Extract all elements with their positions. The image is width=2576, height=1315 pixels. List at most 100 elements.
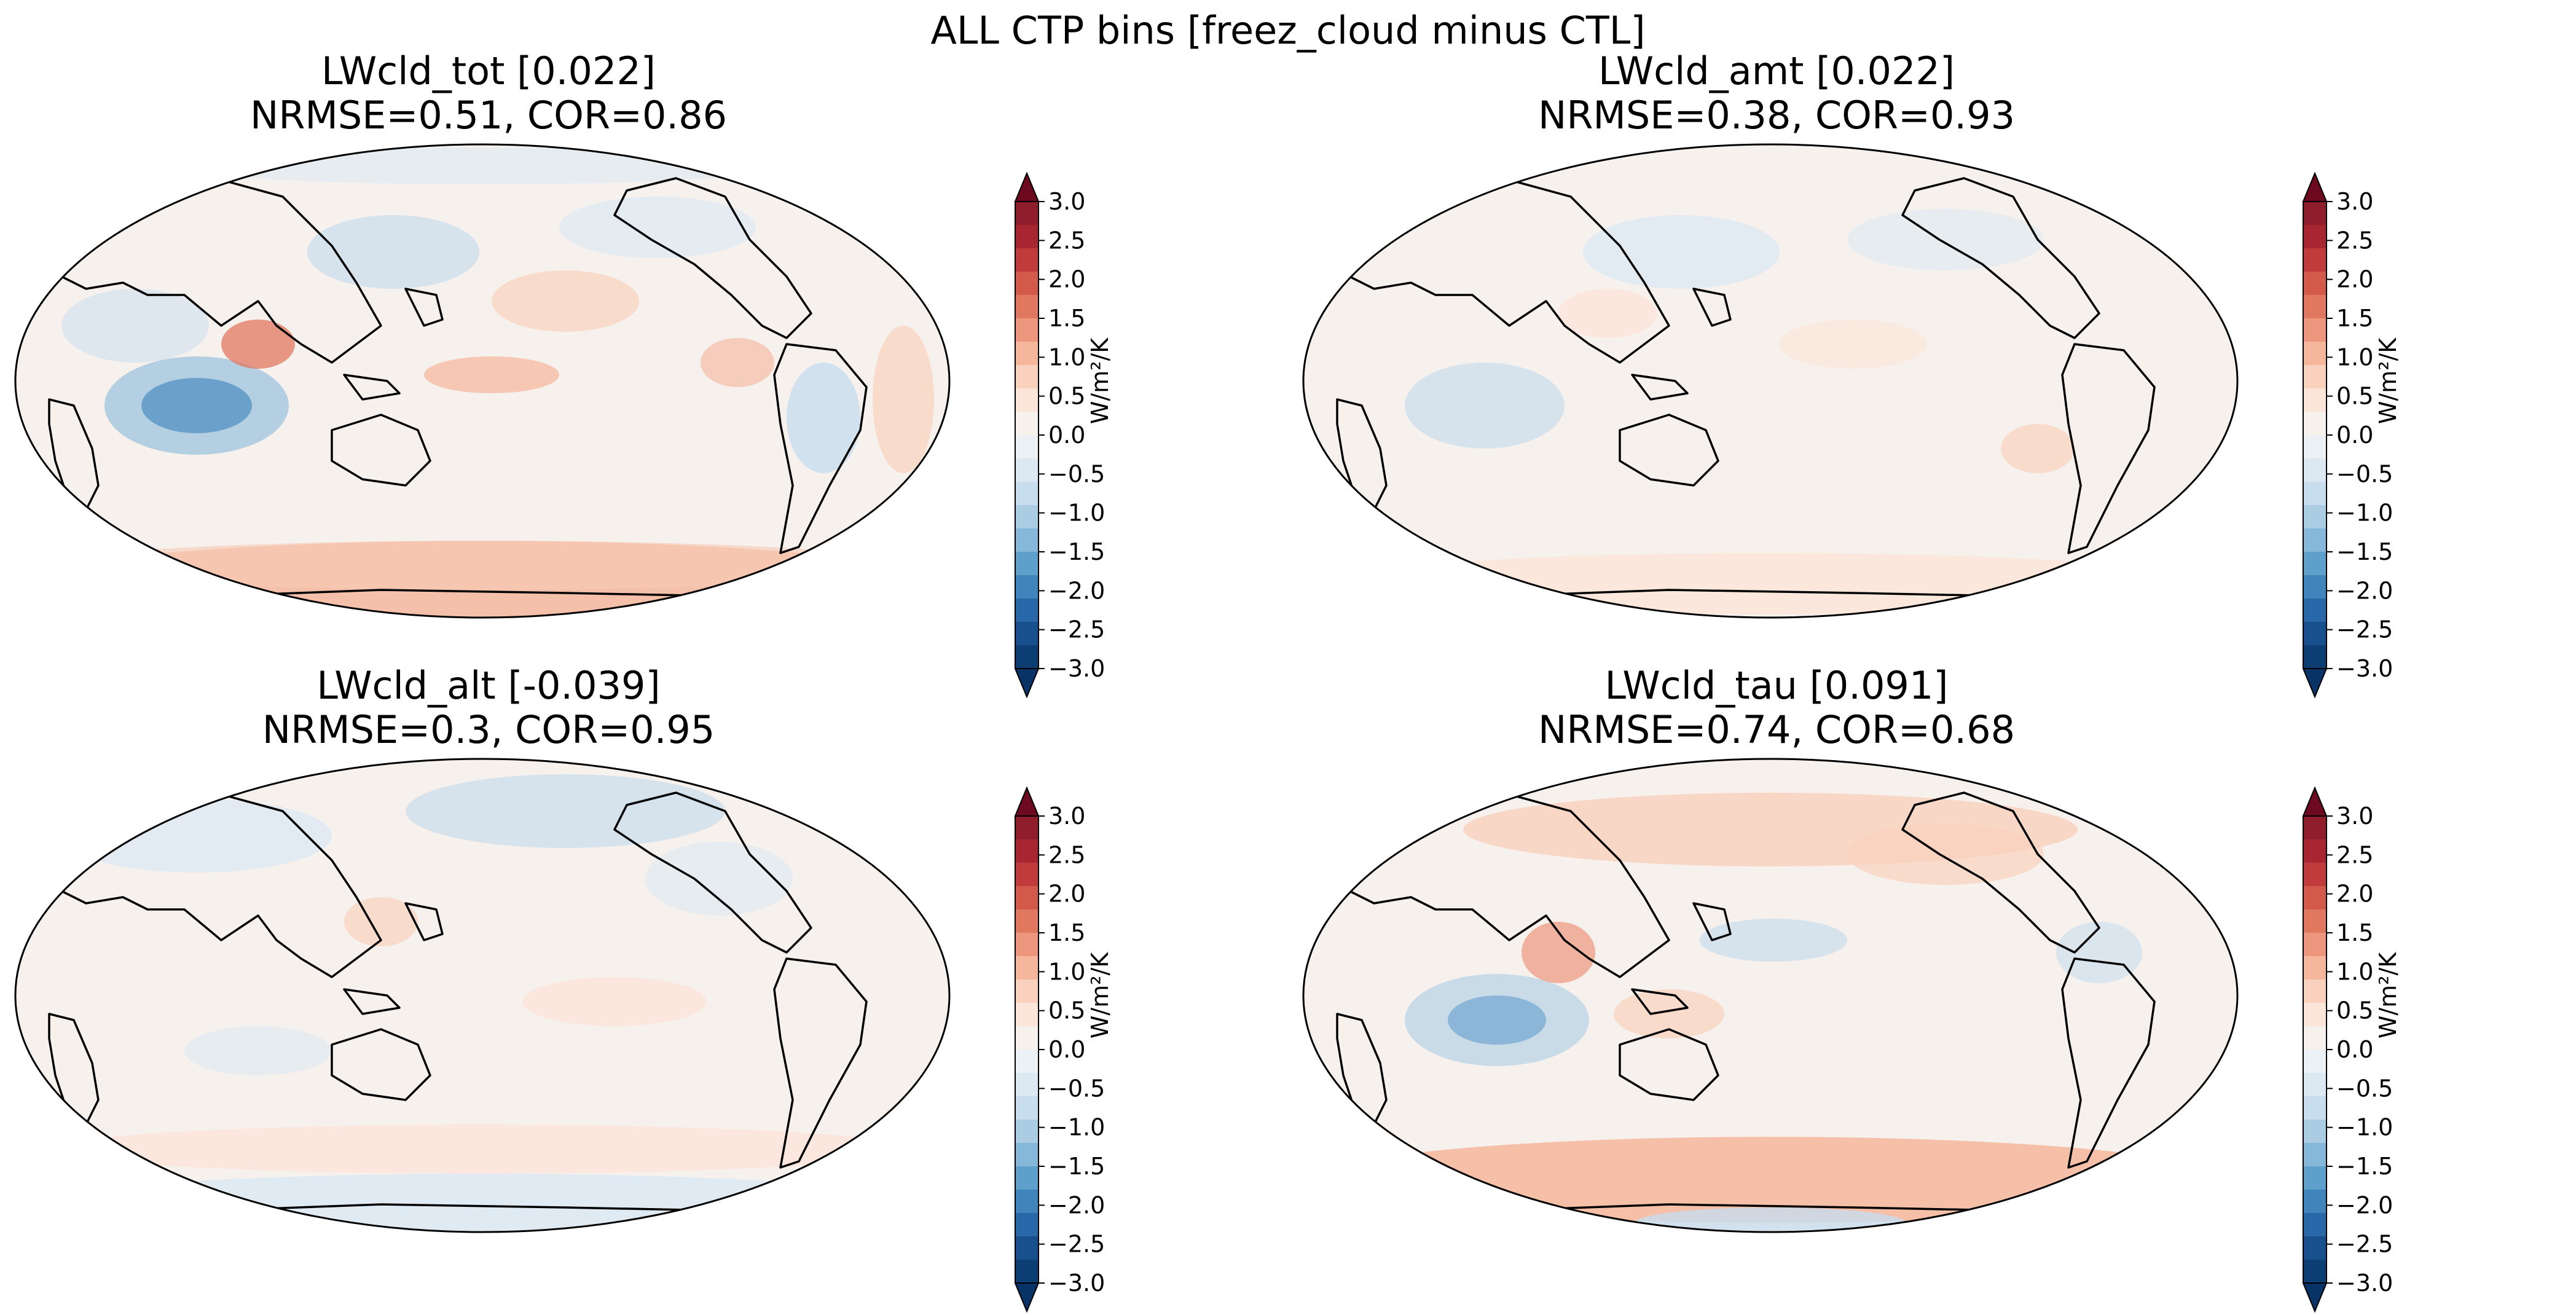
colorbar-segment bbox=[1015, 342, 1039, 366]
colorbar-segment bbox=[2303, 202, 2327, 226]
colorbar-tick-label: −1.5 bbox=[1048, 538, 1105, 565]
colorbar-tick-label: 0.0 bbox=[1048, 422, 1085, 449]
colorbar-segment bbox=[2303, 1213, 2327, 1237]
colorbar-segment bbox=[2303, 388, 2327, 412]
field-anomaly-patch bbox=[645, 842, 793, 916]
field-anomaly-patch bbox=[2001, 424, 2075, 473]
panel-title: LWcld_amt [0.022] NRMSE=0.38, COR=0.93 bbox=[1306, 49, 2247, 138]
colorbar-segment bbox=[2303, 552, 2327, 576]
field-anomaly-patch bbox=[52, 541, 913, 590]
colorbar-segment bbox=[2303, 342, 2327, 366]
colorbar-extend-max bbox=[1014, 171, 1040, 202]
colorbar-segment bbox=[1015, 1166, 1039, 1190]
field-anomaly-patch bbox=[104, 356, 289, 455]
colorbar-extend-min bbox=[2302, 1282, 2328, 1313]
colorbar-extend-max bbox=[2302, 171, 2328, 202]
coastline bbox=[1901, 791, 2100, 954]
field-anomaly-patch bbox=[61, 799, 332, 873]
coastline bbox=[1631, 988, 1689, 1015]
colorbar-segment bbox=[1015, 388, 1039, 412]
field-anomaly-patch bbox=[1700, 919, 1847, 962]
panel-title-name: LWcld_alt [-0.039] bbox=[316, 663, 661, 708]
colorbar-tick-label: 0.5 bbox=[1048, 997, 1085, 1024]
colorbar-segment bbox=[1015, 272, 1039, 296]
coastline bbox=[773, 957, 868, 1169]
colorbar-segment bbox=[1015, 318, 1039, 342]
colorbar-extend-max bbox=[1014, 786, 1040, 817]
colorbar-segment bbox=[2303, 435, 2327, 459]
panel-title-stats: NRMSE=0.74, COR=0.68 bbox=[1537, 707, 2016, 752]
colorbar-segment bbox=[2303, 225, 2327, 249]
colorbar-tick-label: 2.5 bbox=[1048, 227, 1085, 254]
colorbar-tick-label: −2.0 bbox=[2336, 1191, 2393, 1219]
coastline bbox=[1692, 288, 1732, 327]
colorbar-unit-label: W/m²/K bbox=[2374, 952, 2401, 1039]
coastline bbox=[1901, 177, 2100, 339]
field-anomaly-patch bbox=[307, 215, 479, 289]
colorbar-tick-label: −1.0 bbox=[1048, 1114, 1105, 1141]
colorbar-tick-label: −1.5 bbox=[2336, 1153, 2393, 1180]
coastline bbox=[1619, 414, 1719, 487]
colorbar-tick-label: −3.0 bbox=[2336, 655, 2393, 682]
field-anomaly-patch bbox=[522, 977, 707, 1026]
colorbar-segment bbox=[1015, 1096, 1039, 1120]
coastline bbox=[1631, 374, 1689, 401]
coastline bbox=[613, 177, 812, 339]
colorbar-segment bbox=[2303, 1190, 2327, 1214]
panel-title-stats: NRMSE=0.38, COR=0.93 bbox=[1537, 93, 2016, 138]
colorbar-segment bbox=[1015, 863, 1039, 887]
colorbar-tick-label: 0.0 bbox=[2336, 422, 2373, 449]
panel-title: LWcld_tot [0.022] NRMSE=0.51, COR=0.86 bbox=[18, 49, 959, 138]
colorbar-unit-label: W/m²/K bbox=[1086, 337, 1113, 425]
field-anomaly-patch bbox=[1780, 320, 1927, 369]
colorbar-tick-label: 1.0 bbox=[1048, 958, 1085, 985]
colorbar-segment bbox=[2303, 933, 2327, 957]
coastline bbox=[773, 343, 868, 554]
colorbar-tick-label: −3.0 bbox=[1048, 655, 1105, 682]
colorbar-segment bbox=[1015, 1050, 1039, 1074]
map bbox=[14, 758, 951, 1233]
colorbar-tick-label: 2.5 bbox=[2336, 227, 2373, 254]
map-boundary bbox=[14, 143, 951, 619]
colorbar-tick-label: 1.5 bbox=[1048, 919, 1085, 946]
colorbar-segment bbox=[1015, 816, 1039, 840]
colorbar-segment bbox=[1015, 933, 1039, 957]
field-anomaly-patch bbox=[701, 338, 774, 387]
colorbar-segment bbox=[2303, 622, 2327, 646]
colorbar-tick-label: 0.5 bbox=[2336, 997, 2373, 1024]
colorbar-segment bbox=[2303, 1026, 2327, 1050]
colorbar-segment bbox=[2303, 1143, 2327, 1167]
field-anomaly-patch bbox=[406, 774, 725, 848]
colorbar: 3.0 2.5 2.0 1.5 1.0 0.5 0.0 −0.5 −1.0 −1.5 −2.0 −2.… bbox=[1014, 171, 1105, 699]
colorbar-segment bbox=[1015, 202, 1039, 226]
colorbar-tick-label: 3.0 bbox=[1048, 188, 1085, 215]
panel-title: LWcld_alt [-0.039] NRMSE=0.3, COR=0.95 bbox=[18, 664, 959, 752]
colorbar-segment bbox=[2303, 528, 2327, 552]
colorbar-tick-label: −1.0 bbox=[2336, 1114, 2393, 1141]
colorbar-tick-label: −2.5 bbox=[2336, 616, 2393, 643]
colorbar-segment bbox=[1015, 909, 1039, 933]
colorbar-tick-label: 1.5 bbox=[2336, 305, 2373, 332]
colorbar-segment bbox=[2303, 886, 2327, 910]
colorbar-tick-label: −2.0 bbox=[2336, 577, 2393, 604]
colorbar-segment bbox=[2303, 458, 2327, 482]
colorbar-segment bbox=[2303, 295, 2327, 319]
field-anomaly-patch bbox=[1405, 363, 1565, 449]
colorbar-segment bbox=[1015, 458, 1039, 482]
colorbar-tick-label: −2.5 bbox=[1048, 616, 1105, 643]
map-boundary bbox=[14, 758, 951, 1233]
colorbar-segment bbox=[1015, 1003, 1039, 1027]
colorbar-segment bbox=[2303, 863, 2327, 887]
colorbar-segment bbox=[2303, 412, 2327, 436]
colorbar-unit-label: W/m²/K bbox=[2374, 337, 2401, 425]
colorbar-segment bbox=[1015, 505, 1039, 529]
colorbar-segment bbox=[1015, 1213, 1039, 1237]
colorbar-tick-label: 2.0 bbox=[1048, 266, 1085, 293]
field-anomaly-patch bbox=[1558, 289, 1657, 338]
colorbar-segment bbox=[1015, 979, 1039, 1003]
colorbar-segment bbox=[1015, 295, 1039, 319]
field-anomaly-patch bbox=[873, 326, 934, 473]
panel-lwcld-tot: LWcld_tot [0.022] NRMSE=0.51, COR=0.86 3… bbox=[0, 49, 1288, 699]
colorbar-unit-label: W/m²/K bbox=[1086, 952, 1113, 1039]
field-anomaly-patch bbox=[52, 1125, 913, 1174]
